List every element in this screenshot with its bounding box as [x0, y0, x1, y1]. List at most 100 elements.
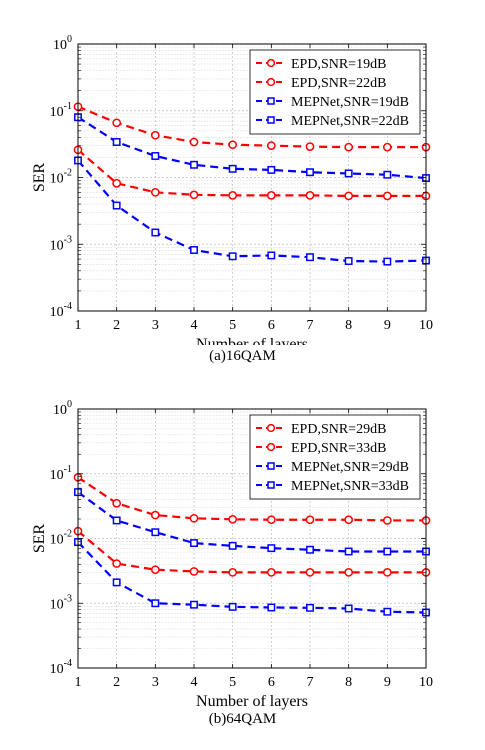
data-point-circle [382, 568, 392, 577]
legend-marker-square [267, 97, 275, 105]
y-tick-label: 10-1 [50, 101, 72, 120]
data-point-circle [266, 568, 276, 577]
x-tick-label: 9 [384, 318, 391, 333]
data-point-square [228, 164, 237, 173]
data-point-circle [189, 513, 199, 523]
data-point-circle [228, 191, 238, 200]
data-point-square [344, 547, 353, 556]
data-point-square [228, 541, 237, 550]
data-point-square [190, 539, 198, 548]
legend-item: EPD,SNR=22dB [256, 76, 386, 91]
data-point-circle [150, 187, 160, 197]
x-tick-label: 3 [152, 675, 159, 690]
data-point-circle [344, 191, 354, 201]
data-point-circle [228, 514, 238, 524]
data-point-square [190, 160, 198, 169]
data-point-square [151, 152, 160, 160]
legend-label: EPD,SNR=29dB [291, 422, 386, 437]
y-tick-label: 10-3 [50, 234, 72, 253]
data-point-circle [189, 190, 199, 200]
data-point-square [306, 168, 314, 177]
data-point-square [344, 257, 353, 266]
data-point-square [151, 228, 160, 237]
data-point-circle [305, 568, 315, 577]
data-point-circle [150, 510, 160, 520]
data-point-square [267, 544, 276, 553]
data-point-circle [228, 140, 238, 150]
data-point-circle [305, 191, 315, 200]
x-tick-label: 5 [229, 675, 236, 690]
y-tick-label: 10-2 [50, 529, 72, 548]
x-tick-label: 3 [152, 318, 159, 333]
series-line [77, 530, 426, 574]
data-point-circle [344, 568, 354, 577]
legend-item: MEPNet,SNR=22dB [256, 114, 409, 129]
series-line [77, 491, 426, 553]
legend-label: EPD,SNR=33dB [291, 441, 386, 456]
data-point-square [190, 600, 198, 609]
data-point-circle [305, 142, 315, 151]
data-point-square [190, 246, 198, 254]
data-point-square [267, 165, 276, 174]
x-tick-label: 1 [75, 675, 82, 690]
data-point-square [344, 169, 353, 178]
legend-marker-square [267, 116, 275, 124]
data-point-square [151, 599, 160, 608]
caption-64qam: (b)64QAM [208, 711, 277, 727]
data-point-circle [382, 191, 392, 201]
caption-16qam: (a)16QAM [209, 348, 276, 364]
data-point-circle [112, 118, 122, 128]
data-point-circle [266, 191, 276, 200]
y-tick-label: 10-2 [50, 168, 72, 187]
x-tick-label: 2 [113, 318, 120, 333]
data-point-circle [112, 559, 122, 568]
data-point-circle [344, 515, 354, 525]
x-axis-label: Number of layers [196, 336, 308, 345]
x-tick-label: 7 [307, 318, 314, 333]
ser-chart-64qam: 1 2 3 4 5 6 7 8 9 10 100 10-1 10-2 10-3 10-4 Number of … [31, 399, 433, 710]
tick-group: 1 2 3 4 5 6 7 8 9 10 100 10-1 10-2 10-3 10-4 [50, 34, 433, 333]
x-tick-label: 6 [268, 318, 275, 333]
legend-marker-circle [266, 442, 276, 452]
data-point-circle [189, 137, 199, 147]
data-point-circle [305, 515, 315, 525]
data-point-square [306, 603, 314, 612]
tick-group: 1 2 3 4 5 6 7 8 9 10 100 10-1 10-2 10-3 10-4 [50, 399, 433, 690]
data-point-square [383, 547, 392, 556]
legend-marker-circle [266, 77, 276, 87]
x-axis-label: Number of layers [196, 693, 308, 710]
y-tick-label: 10-3 [50, 593, 72, 612]
series-line [77, 148, 426, 198]
legend: EPD,SNR=29dB EPD,SNR=33dB MEPNet,SNR=29dB M… [249, 414, 421, 500]
chart-panel-64qam: 1 2 3 4 5 6 7 8 9 10 100 10-1 10-2 10-3 10-4 Number of … [0, 375, 485, 740]
legend-item: EPD,SNR=19dB [256, 57, 386, 72]
data-point-square [112, 578, 121, 587]
data-point-circle [228, 568, 238, 577]
data-point-square [228, 252, 237, 261]
data-point-circle [382, 142, 392, 152]
y-tick-label: 100 [53, 399, 72, 418]
data-point-circle [112, 178, 122, 188]
y-tick-label: 10-4 [50, 658, 72, 677]
legend-item: MEPNet,SNR=33dB [256, 479, 409, 494]
data-point-circle [266, 141, 276, 151]
series-line [77, 159, 427, 263]
data-point-square [112, 201, 121, 210]
series-line [77, 541, 427, 614]
x-tick-label: 8 [345, 675, 352, 690]
legend-label: MEPNet,SNR=19dB [291, 95, 409, 110]
data-point-square [383, 257, 392, 266]
legend-marker-square [267, 481, 275, 489]
ser-chart-16qam: 1 2 3 4 5 6 7 8 9 10 100 10-1 10-2 10-3 10-4 Number of … [31, 34, 433, 345]
series-line [77, 116, 427, 180]
legend-item: MEPNet,SNR=19dB [256, 95, 409, 110]
y-tick-label: 10-1 [50, 464, 72, 483]
x-tick-label: 5 [229, 318, 236, 333]
x-tick-label: 8 [345, 318, 352, 333]
data-point-square [306, 253, 314, 262]
legend-label: MEPNet,SNR=29dB [291, 460, 409, 475]
legend-label: MEPNet,SNR=33dB [291, 479, 409, 494]
legend-item: EPD,SNR=33dB [256, 441, 386, 456]
data-point-circle [150, 565, 160, 575]
data-point-square [306, 545, 314, 554]
